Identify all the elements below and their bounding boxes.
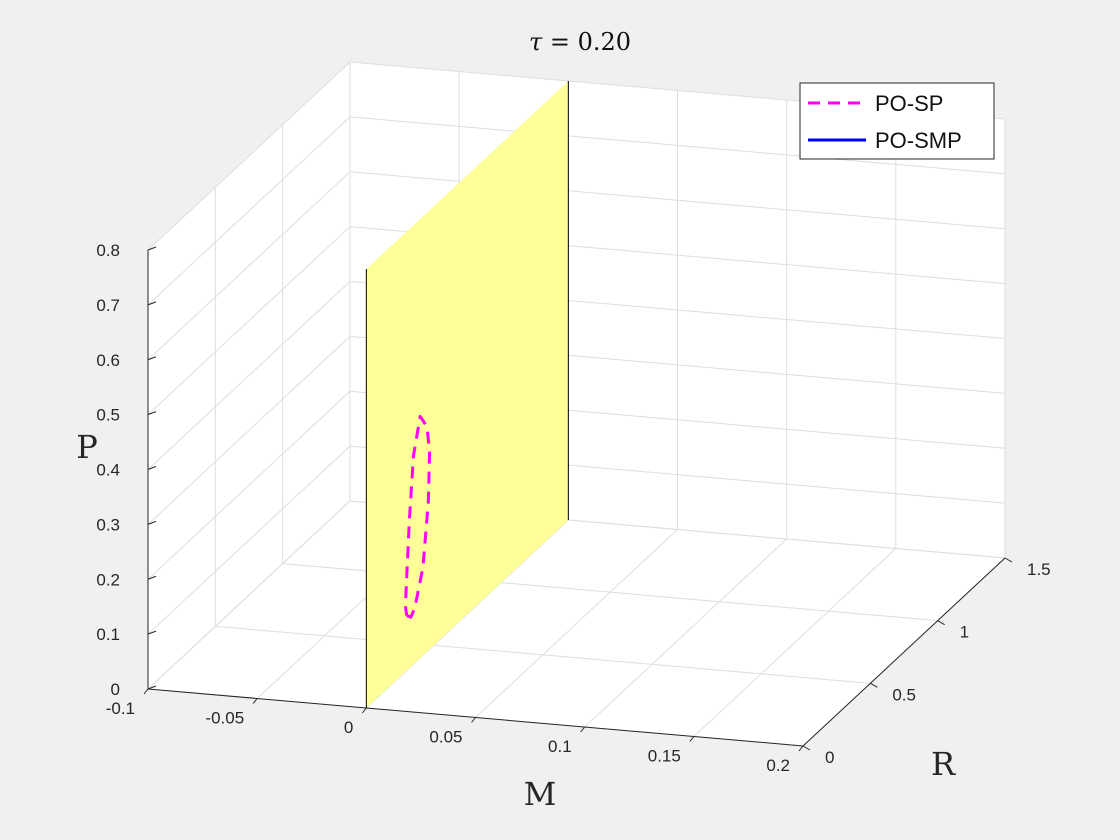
plane-m-zero — [365, 81, 569, 708]
z-tick-label-5: 0.5 — [96, 406, 120, 425]
x-tick-mark-5 — [689, 736, 695, 742]
grid-z-left-7 — [147, 116, 351, 306]
x-tick-mark-1 — [252, 698, 258, 704]
series-layer — [403, 414, 432, 619]
z-axis-label: P — [76, 428, 98, 466]
legend-box — [799, 82, 995, 160]
x-tick-label-2: 0 — [344, 718, 353, 737]
grid-z-left-5 — [147, 226, 351, 415]
y-tick-mark-2 — [937, 620, 945, 626]
z-tick-mark-4 — [147, 466, 157, 470]
z-tick-mark-7 — [147, 301, 157, 306]
z-tick-label-1: 0.1 — [96, 625, 120, 644]
z-tick-mark-1 — [147, 630, 157, 635]
y-tick-label-1: 0.5 — [892, 685, 916, 704]
z-tick-label-3: 0.3 — [96, 515, 120, 534]
title-symbol: τ — [529, 28, 543, 56]
series-po-sp — [403, 414, 432, 619]
x-tick-label-4: 0.1 — [548, 737, 572, 756]
x-tick-label-3: 0.05 — [429, 728, 462, 747]
grid-z-left-8 — [147, 61, 351, 251]
y-tick-mark-3 — [1004, 557, 1013, 563]
x-tick-mark-3 — [471, 717, 476, 723]
tick-layer: -0.1 -0.05 0 0.05 0.1 0.15 0.2 0 0.5 1 1.5 0 0.1 0.2 0… — [96, 241, 1050, 775]
y-tick-label-0: 0 — [825, 748, 834, 767]
z-tick-mark-5 — [147, 411, 157, 416]
x-tick-label-1: -0.05 — [205, 709, 244, 728]
grid-x-floor-4 — [584, 538, 788, 728]
x-tick-mark-4 — [580, 726, 586, 733]
axes-panes — [148, 62, 1005, 746]
y-axis-label: R — [931, 745, 956, 783]
z-tick-mark-8 — [147, 246, 157, 251]
chart-title: τ = 0.20 — [529, 28, 631, 56]
z-tick-mark-0 — [147, 685, 157, 690]
x-axis-label: M — [524, 775, 557, 813]
grid-z-left-6 — [147, 171, 351, 361]
x-tick-label-0: -0.1 — [106, 699, 135, 718]
z-tick-label-2: 0.2 — [96, 570, 120, 589]
grid-z-left-3 — [147, 336, 351, 525]
y-tick-label-2: 1 — [960, 623, 969, 642]
z-tick-label-7: 0.7 — [96, 296, 120, 315]
grid-z-left-2 — [147, 390, 351, 580]
grid-z-left-0 — [147, 500, 351, 690]
legend: PO-SP PO-SMP — [799, 82, 995, 160]
grid-z-left-1 — [147, 445, 351, 635]
z-tick-label-8: 0.8 — [96, 241, 120, 260]
z-tick-label-0: 0 — [111, 680, 120, 699]
grid-z-back-6 — [349, 171, 1006, 230]
z-tick-mark-6 — [147, 356, 157, 361]
legend-label-po-sp: PO-SP — [875, 91, 943, 116]
y-tick-mark-0 — [802, 745, 811, 751]
x-tick-mark-0 — [143, 688, 149, 695]
grid-x-floor-3 — [475, 529, 678, 718]
grid-x-floor-2 — [365, 519, 569, 709]
z-tick-mark-2 — [147, 575, 157, 580]
y-tick-mark-1 — [870, 682, 878, 688]
plane-surface — [366, 81, 569, 708]
y-axis-line — [802, 557, 1006, 747]
x-tick-mark-2 — [361, 707, 367, 714]
z-tick-label-6: 0.6 — [96, 351, 120, 370]
grid-z-back-7 — [349, 116, 1006, 175]
z-tick-mark-3 — [147, 520, 157, 525]
y-tick-label-3: 1.5 — [1027, 560, 1051, 579]
x-tick-label-6: 0.2 — [766, 756, 790, 775]
grid-x-floor-5 — [693, 548, 897, 737]
legend-label-po-smp: PO-SMP — [875, 128, 962, 153]
x-tick-label-5: 0.15 — [648, 747, 681, 766]
z-tick-label-4: 0.4 — [96, 461, 120, 480]
grid-z-left-4 — [147, 281, 351, 470]
grid-y-floor-1 — [215, 625, 871, 684]
title-value: = 0.20 — [542, 28, 631, 56]
x-tick-mark-6 — [798, 745, 804, 752]
